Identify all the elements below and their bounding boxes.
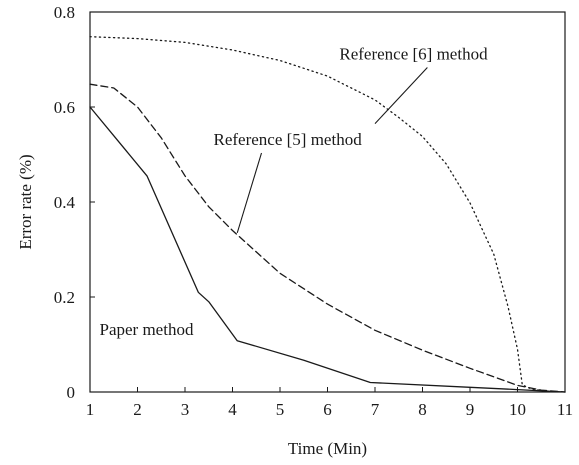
annotation-label: Reference [6] method [339,45,488,64]
x-tick-label: 1 [86,400,95,419]
x-tick-label: 9 [466,400,475,419]
x-tick-label: 7 [371,400,380,419]
x-tick-label: 3 [181,400,190,419]
annotation-layer: Paper method Reference [5] method Referenc… [100,45,489,340]
y-tick-label: 0.2 [54,288,75,307]
annotation-label: Paper method [100,320,194,339]
y-axis-label: Error rate (%) [16,154,35,249]
annotation-label: Reference [5] method [214,130,363,149]
y-tick-label: 0.4 [54,193,76,212]
y-tick-label: 0 [67,383,76,402]
x-tick-label: 5 [276,400,285,419]
annotation-leader-line [374,67,428,125]
x-tick-label: 4 [228,400,237,419]
x-tick-label: 11 [557,400,573,419]
x-tick-label: 2 [133,400,142,419]
y-tick-label: 0.8 [54,3,75,22]
series-line-paper-method [89,106,566,393]
x-axis-label: Time (Min) [288,439,367,458]
series-line-reference-6-method [89,36,566,393]
y-tick-label: 0.6 [54,98,75,117]
x-tick-label: 6 [323,400,332,419]
series-layer [89,36,566,393]
ticks-layer: 1 2 3 4 5 6 7 8 9 10 11 0 0.2 0.4 0.6 0.8 [54,3,573,419]
x-tick-label: 10 [509,400,526,419]
x-tick-label: 8 [418,400,427,419]
annotation-leader-line [236,152,263,234]
series-line-reference-5-method [89,83,566,393]
